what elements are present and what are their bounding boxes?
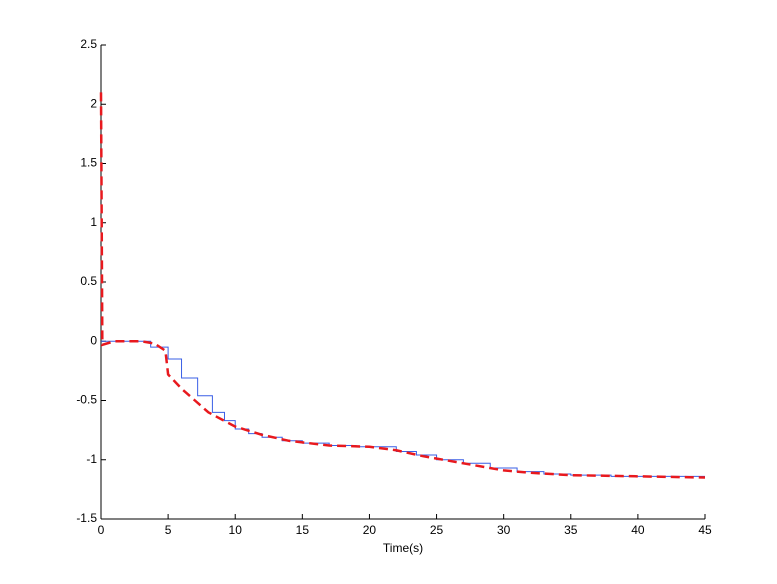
x-tick-label: 20	[363, 523, 377, 537]
x-tick-label: 10	[229, 523, 243, 537]
y-tick-label: 0.5	[80, 274, 97, 288]
x-tick-label: 25	[430, 523, 444, 537]
y-tick-label: -1.5	[76, 511, 97, 525]
y-tick-label: -1	[86, 452, 97, 466]
y-tick-label: 1	[90, 215, 97, 229]
y-tick-label: -0.5	[76, 393, 97, 407]
y-tick-label: 0	[90, 333, 97, 347]
y-tick-label: 1.5	[80, 156, 97, 170]
y-tick-label: 2.5	[80, 37, 97, 51]
x-axis-label: Time(s)	[383, 541, 423, 555]
x-tick-label: 5	[165, 523, 172, 537]
series-line	[101, 340, 705, 477]
y-tick-label: 2	[90, 96, 97, 110]
x-tick-label: 0	[98, 523, 105, 537]
x-tick-label: 35	[564, 523, 578, 537]
x-tick-label: 15	[296, 523, 310, 537]
x-tick-label: 40	[631, 523, 645, 537]
series-line	[99, 92, 706, 479]
x-tick-label: 30	[497, 523, 511, 537]
x-tick-label: 45	[698, 523, 712, 537]
